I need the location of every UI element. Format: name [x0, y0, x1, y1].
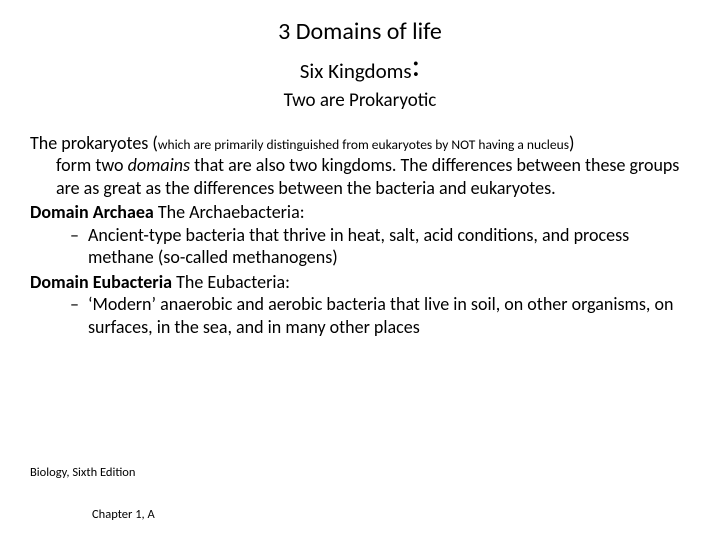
bullet-archaea: –Ancient-type bacteria that thrive in he… — [88, 224, 690, 269]
heading-archaea: Domain Archaea The Archaebacteria: — [30, 201, 690, 224]
para1-tail-italic: domains — [128, 154, 190, 176]
heading-eubacteria: Domain Eubacteria The Eubacteria: — [30, 271, 690, 294]
bullet-eubacteria-text: ‘Modern’ anaerobic and aerobic bacteria … — [88, 293, 673, 338]
paragraph-prokaryotes: The prokaryotes (which are primarily dis… — [30, 132, 690, 200]
heading-eubacteria-rest: The Eubacteria: — [172, 271, 290, 293]
para1-lead: The prokaryotes ( — [30, 132, 158, 154]
para1-parenthetical: which are primarily distinguished from e… — [158, 136, 569, 153]
footer-source: Biology, Sixth Edition — [30, 465, 135, 480]
para1-close-paren: ) — [569, 132, 574, 154]
slide: 3 Domains of life Six Kingdoms: Two are … — [0, 0, 720, 540]
title-line-3: Two are Prokaryotic — [30, 89, 690, 114]
title-block: 3 Domains of life Six Kingdoms: Two are … — [30, 18, 690, 114]
bullet-archaea-text: Ancient-type bacteria that thrive in hea… — [88, 224, 629, 269]
bullet-eubacteria: –‘Modern’ anaerobic and aerobic bacteria… — [88, 293, 690, 338]
para1-continuation: form two domains that are also two kingd… — [56, 154, 690, 199]
footer-chapter: Chapter 1, A — [92, 507, 155, 522]
heading-eubacteria-bold: Domain Eubacteria — [30, 271, 172, 293]
bullet-dash-icon: – — [70, 224, 88, 247]
bullet-dash-icon: – — [70, 293, 88, 316]
title-line-2: Six Kingdoms: — [30, 49, 690, 87]
title-colon: : — [412, 46, 421, 85]
heading-archaea-bold: Domain Archaea — [30, 201, 154, 223]
title-line-2-text: Six Kingdoms — [300, 58, 412, 84]
body-text: The prokaryotes (which are primarily dis… — [30, 132, 690, 339]
heading-archaea-rest: The Archaebacteria: — [154, 201, 305, 223]
title-line-1: 3 Domains of life — [30, 18, 690, 47]
para1-tail-a: form two — [56, 154, 128, 176]
